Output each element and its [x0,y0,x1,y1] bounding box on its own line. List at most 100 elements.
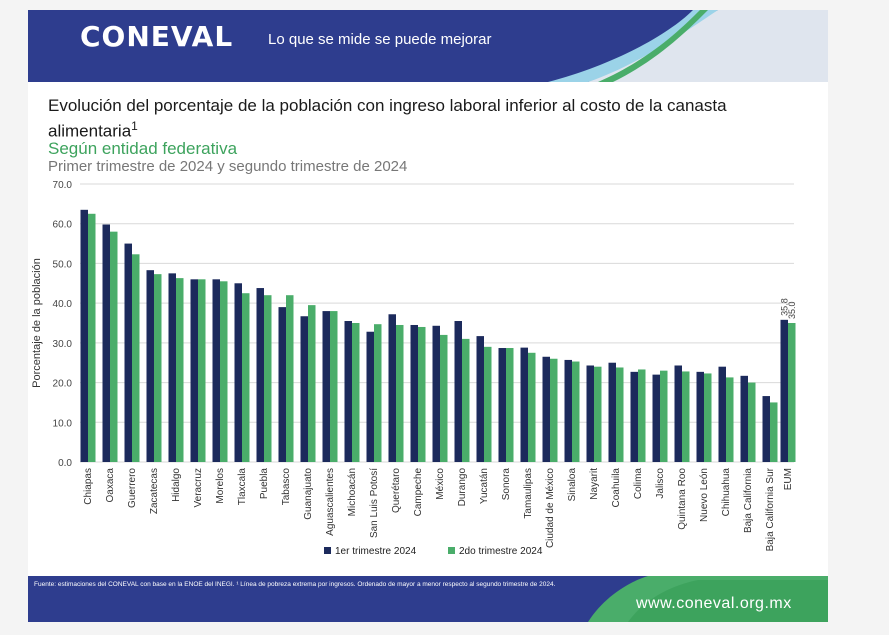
bar-q2 [132,254,140,462]
bar-q1 [542,356,550,462]
bar-q1 [652,374,660,462]
bar-q1 [432,325,440,462]
bar-q1 [630,371,638,462]
x-tick-label: Zacatecas [149,468,160,514]
footer-source-note: Fuente: estimaciones del CONEVAL con bas… [34,581,556,588]
bar-q2 [660,370,668,462]
x-tick-label: Yucatán [479,468,490,504]
y-tick-label: 50.0 [53,259,73,270]
x-tick-label: Veracruz [193,468,204,507]
bar-q2 [572,361,580,462]
x-tick-label: Chihuahua [721,468,732,517]
y-tick-label: 40.0 [53,299,73,310]
bar-q2 [264,295,272,462]
bar-q2 [594,366,602,462]
bar-q2 [220,281,228,462]
bar-q1 [344,321,352,462]
x-tick-label: San Luis Potosí [369,468,380,538]
bar-q2 [418,326,426,462]
y-tick-label: 10.0 [53,418,73,429]
bar-q1 [696,371,704,462]
bar-q2 [638,369,646,462]
x-tick-label: Campeche [413,468,424,517]
bar-q2 [484,346,492,462]
x-tick-label: Coahuila [611,468,622,508]
footer-swoosh-graphic [588,576,828,622]
bar-q2 [506,348,514,462]
bar-q2 [110,231,118,462]
x-tick-label: Guerrero [127,468,138,508]
x-tick-label: Nuevo León [699,468,710,522]
legend-swatch [448,547,455,554]
x-tick-label: Quintana Roo [677,468,688,530]
header-banner: CONEVAL Lo que se mide se puede mejorar [28,10,828,82]
y-axis-label: Porcentaje de la población [31,258,43,388]
bar-q1 [608,362,616,462]
legend-label: 2do trimestre 2024 [459,546,543,557]
bar-q1 [278,307,286,462]
x-tick-label: Sinaloa [567,468,578,502]
bar-q1 [234,283,242,462]
chart-period: Primer trimestre de 2024 y segundo trime… [48,158,408,175]
y-tick-label: 70.0 [53,180,73,191]
bar-q2 [682,371,690,462]
bar-q1 [322,311,330,462]
y-tick-label: 20.0 [53,379,73,390]
bar-q2 [462,338,470,462]
bar-q1 [190,279,198,462]
x-tick-label: Tabasco [281,468,292,506]
bar-q2 [242,293,250,462]
y-tick-label: 60.0 [53,220,73,231]
x-tick-label: Hidalgo [171,468,182,502]
bar-q1 [674,365,682,462]
bar-q2 [396,324,404,462]
chart-title: Evolución del porcentaje de la población… [48,96,818,142]
data-label: 35.0 [787,301,797,319]
x-tick-label: Nayarit [589,468,600,500]
x-tick-label: Michoacán [347,468,358,516]
footer-website-link[interactable]: www.coneval.org.mx [636,595,792,612]
bar-q1 [454,321,462,462]
slide: CONEVAL Lo que se mide se puede mejorar … [28,10,828,622]
x-tick-label: Querétaro [391,468,402,513]
bar-q1 [124,243,132,462]
bar-chart: 0.0 10.0 20.0 30.0 40.0 50.0 60.0 70.0 Porcentaj… [31,180,797,557]
bar-q2 [176,278,184,462]
bar-q1 [586,365,594,462]
x-tick-label: Tlaxcala [237,468,248,506]
bar-q2 [440,334,448,462]
x-tick-label: Durango [457,468,468,507]
y-tick-label: 30.0 [53,339,73,350]
x-tick-label: Tamaulipas [523,468,534,519]
data-label: 35.8 [779,298,789,316]
bar-q1 [520,347,528,462]
bar-q2 [528,352,536,462]
bar-q2 [616,367,624,462]
x-tick-label: Morelos [215,468,226,504]
bar-q2 [352,323,360,462]
bar-q2 [748,382,756,462]
x-tick-label: Oaxaca [105,468,116,503]
x-tick-label: Baja California [743,468,754,533]
x-tick-label: México [435,468,446,500]
bar-q1 [168,273,176,462]
bar-q2 [308,305,316,462]
x-tick-label: EUM [783,468,794,490]
title-footnote-mark: 1 [131,119,138,133]
x-tick-label: Chiapas [83,468,94,505]
bar-q1 [256,288,264,462]
x-tick-label: Guanajuato [303,468,314,520]
bar-q1 [564,359,572,462]
legend-label: 1er trimestre 2024 [335,546,417,557]
footer-banner: Fuente: estimaciones del CONEVAL con bas… [28,576,828,622]
x-tick-label: Jalisco [655,468,666,499]
x-tick-label: Sonora [501,468,512,501]
bar-q2 [154,274,162,462]
bar-q2 [198,279,206,462]
bar-q2 [788,323,796,462]
bar-q2 [770,402,778,462]
bar-q1 [366,331,374,462]
bar-q1 [212,279,220,462]
header-slogan: Lo que se mide se puede mejorar [268,31,492,48]
bar-q1 [410,324,418,462]
